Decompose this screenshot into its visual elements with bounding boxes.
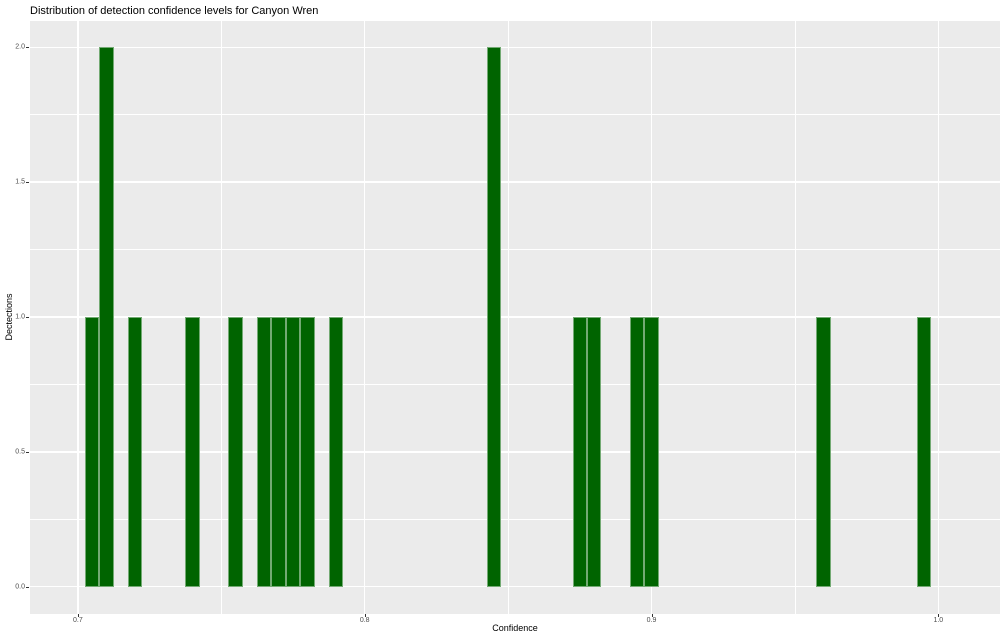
y-major-gridline xyxy=(30,181,1000,183)
y-tick-label: 0.5 xyxy=(15,448,25,456)
histogram-bar xyxy=(99,47,114,587)
y-major-gridline xyxy=(30,46,1000,49)
y-axis-title: Dectections xyxy=(4,293,14,341)
x-tick-mark xyxy=(364,613,366,617)
y-tick-label: 0.0 xyxy=(15,583,25,591)
x-major-gridline xyxy=(363,20,366,614)
histogram-bar xyxy=(486,47,501,587)
chart-title: Distribution of detection confidence lev… xyxy=(30,5,319,17)
histogram-bar xyxy=(300,317,315,587)
x-tick-label: 0.8 xyxy=(359,616,370,624)
x-axis-title: Confidence xyxy=(492,623,538,633)
histogram-bar xyxy=(128,317,143,587)
y-major-gridline xyxy=(30,451,1000,453)
y-tick-mark xyxy=(26,451,29,453)
histogram-bar xyxy=(916,317,932,587)
histogram-bar xyxy=(572,317,587,587)
y-tick-label: 1.5 xyxy=(15,178,25,186)
y-tick-label: 1.0 xyxy=(15,313,25,321)
x-tick-mark xyxy=(651,613,653,617)
x-tick-mark xyxy=(938,613,940,617)
y-tick-mark xyxy=(26,586,29,588)
histogram-bar xyxy=(257,317,272,587)
y-major-gridline xyxy=(30,316,1000,318)
histogram-bar xyxy=(644,317,659,587)
x-major-gridline xyxy=(77,20,79,614)
y-tick-label: 2.0 xyxy=(15,43,25,51)
y-minor-gridline xyxy=(30,249,1000,250)
plot-panel xyxy=(30,20,1000,614)
histogram-bar xyxy=(816,317,831,587)
histogram-bar xyxy=(285,317,301,587)
x-tick-label: 0.9 xyxy=(646,616,657,624)
histogram-bar xyxy=(228,317,243,587)
x-tick-label: 0.7 xyxy=(73,616,83,624)
y-tick-mark xyxy=(26,182,29,184)
y-tick-mark xyxy=(26,47,29,49)
x-tick-mark xyxy=(77,613,79,617)
histogram-bar xyxy=(185,317,200,587)
histogram-bar xyxy=(630,317,645,587)
histogram-bar xyxy=(85,317,100,587)
y-minor-gridline xyxy=(30,383,1000,385)
histogram-bar xyxy=(328,317,344,587)
y-tick-mark xyxy=(26,317,29,318)
x-tick-label: 1.0 xyxy=(933,616,944,624)
histogram-bar xyxy=(271,317,286,587)
histogram-bar xyxy=(586,317,602,587)
y-minor-gridline xyxy=(30,114,1000,116)
x-major-gridline xyxy=(937,20,940,614)
y-major-gridline xyxy=(30,585,1000,588)
y-minor-gridline xyxy=(30,518,1000,520)
